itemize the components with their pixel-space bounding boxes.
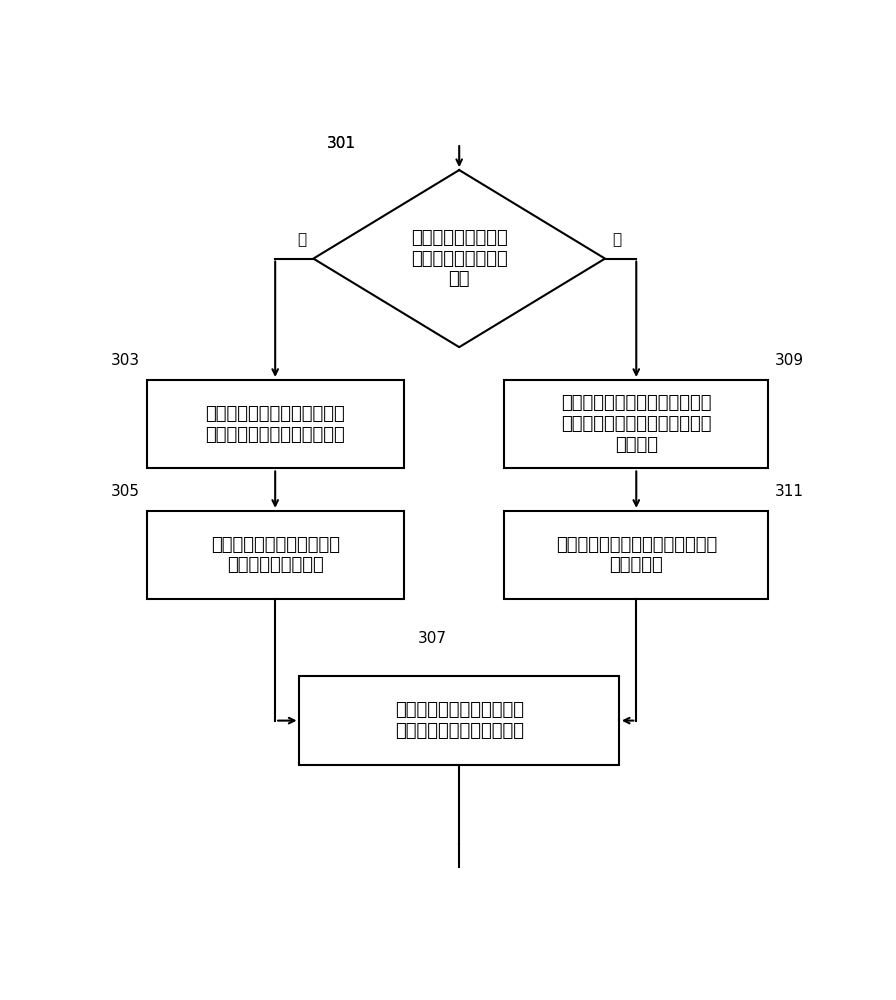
Text: 是: 是 bbox=[297, 232, 306, 247]
Text: 307: 307 bbox=[418, 631, 446, 646]
Text: 以设定一系统信息区块消息
中的参数为禁止状态: 以设定一系统信息区块消息 中的参数为禁止状态 bbox=[211, 536, 340, 574]
Text: 301: 301 bbox=[327, 136, 357, 151]
Text: 309: 309 bbox=[775, 353, 805, 368]
Text: 保持或回复毫微型基站的主要共
享引示信道功率信号的传送功率
至预设值: 保持或回复毫微型基站的主要共 享引示信道功率信号的传送功率 至预设值 bbox=[561, 394, 711, 454]
Text: 311: 311 bbox=[775, 484, 804, 499]
Text: 以降低毫微型基站的主要共享
引示信道功率信号的传送功率: 以降低毫微型基站的主要共享 引示信道功率信号的传送功率 bbox=[205, 405, 345, 444]
Text: 传送主要共享引示信道功率
信号以及系统信息区块消息: 传送主要共享引示信道功率 信号以及系统信息区块消息 bbox=[395, 701, 523, 740]
Text: 305: 305 bbox=[111, 484, 140, 499]
FancyBboxPatch shape bbox=[504, 511, 768, 599]
FancyBboxPatch shape bbox=[504, 380, 768, 468]
FancyBboxPatch shape bbox=[147, 380, 403, 468]
Text: 301: 301 bbox=[327, 136, 357, 151]
Text: 否: 否 bbox=[612, 232, 621, 247]
FancyBboxPatch shape bbox=[299, 676, 619, 765]
Text: 303: 303 bbox=[110, 353, 140, 368]
Text: 判断毫微型基站的服
务资源是否达到一饱
和值: 判断毫微型基站的服 务资源是否达到一饱 和值 bbox=[411, 229, 507, 288]
Text: 设定系统信息区块消息中的参数为
非禁止状态: 设定系统信息区块消息中的参数为 非禁止状态 bbox=[556, 536, 717, 574]
FancyBboxPatch shape bbox=[147, 511, 403, 599]
